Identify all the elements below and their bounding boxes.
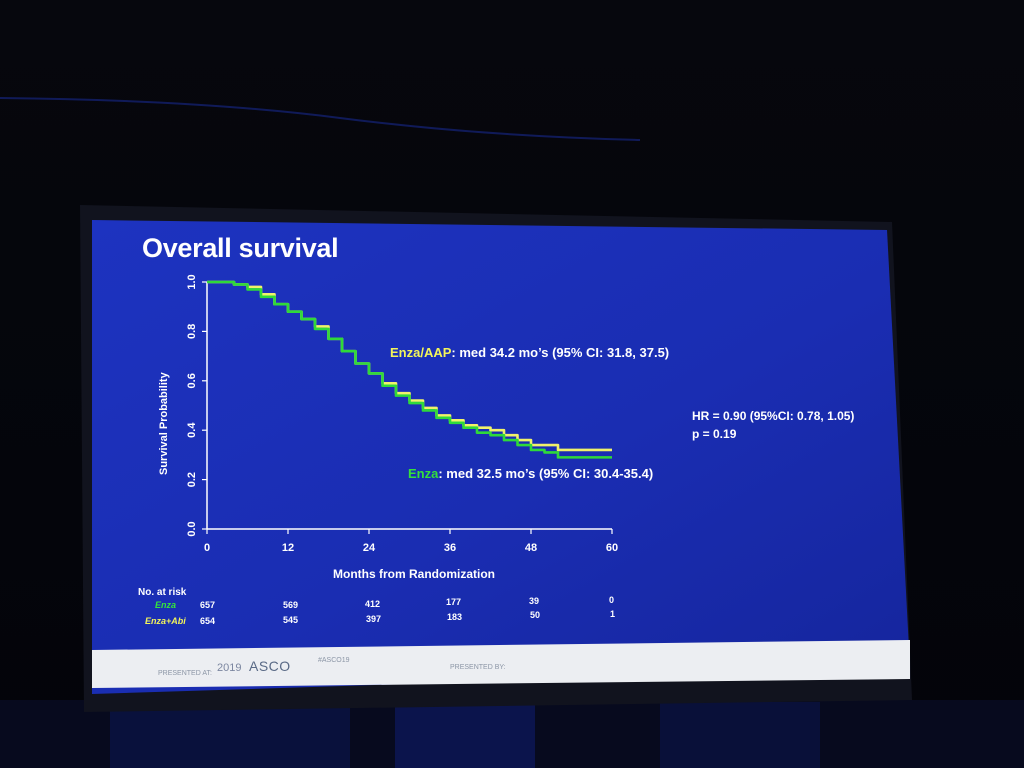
footer-year: 2019 bbox=[217, 662, 242, 674]
footer-asco-logo: ASCO bbox=[249, 658, 291, 674]
series-line-enza bbox=[207, 280, 612, 459]
p-value: p = 0.19 bbox=[692, 427, 737, 441]
annotation-enza: Enza: med 32.5 mo’s (95% CI: 30.4-35.4) bbox=[408, 466, 653, 481]
y-tick-label: 0.4 bbox=[186, 422, 198, 438]
y-tick-label: 0.6 bbox=[186, 373, 198, 388]
slide-title: Overall survival bbox=[142, 233, 339, 263]
x-tick-label: 60 bbox=[606, 542, 618, 554]
footer-presented-by: PRESENTED BY: bbox=[450, 664, 506, 671]
y-axis-label: Survival Probability bbox=[158, 371, 170, 475]
annotation-enza-arm: Enza bbox=[408, 466, 439, 481]
x-tick-label: 0 bbox=[204, 542, 210, 554]
annotation-enza-text: : med 32.5 mo’s (95% CI: 30.4-35.4) bbox=[438, 466, 654, 481]
x-tick-label: 36 bbox=[444, 542, 456, 554]
chart-axes: 0 12 24 36 48 60 0.0 0.2 0.4 0.6 0.8 1.0 bbox=[186, 274, 618, 554]
x-axis-label: Months from Randomization bbox=[333, 567, 495, 581]
y-tick-label: 0.2 bbox=[186, 472, 198, 487]
footer-presented-at: PRESENTED AT: bbox=[158, 670, 212, 677]
x-tick-label: 24 bbox=[363, 542, 376, 554]
x-tick-label: 12 bbox=[282, 542, 294, 554]
x-tick-label: 48 bbox=[525, 542, 537, 554]
annotation-enza-aap-arm: Enza/AAP bbox=[390, 345, 452, 360]
hazard-ratio: HR = 0.90 (95%CI: 0.78, 1.05) bbox=[692, 409, 855, 423]
annotation-enza-aap: Enza/AAP: med 34.2 mo’s (95% CI: 31.8, 3… bbox=[390, 345, 669, 360]
y-tick-label: 0.0 bbox=[186, 521, 198, 536]
footer-hashtag: #ASCO19 bbox=[318, 657, 350, 664]
y-tick-label: 0.8 bbox=[186, 324, 198, 339]
annotation-enza-aap-text: : med 34.2 mo’s (95% CI: 31.8, 37.5) bbox=[451, 345, 670, 360]
chart-series bbox=[207, 280, 612, 459]
series-line-enza-aap bbox=[207, 280, 612, 452]
y-tick-label: 1.0 bbox=[186, 274, 198, 289]
